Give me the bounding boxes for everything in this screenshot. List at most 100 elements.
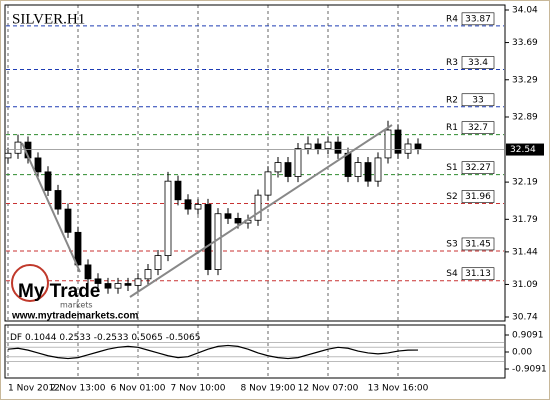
y-tick-label: 33.29	[512, 75, 538, 85]
level-name: S1	[446, 163, 457, 173]
candle-body	[294, 148, 302, 177]
y-tick-label: 32.89	[512, 112, 538, 122]
candle-body	[94, 278, 102, 284]
y-tick-label: 30.74	[512, 313, 538, 323]
level-name: R2	[446, 95, 458, 105]
level-name: R3	[446, 58, 458, 68]
x-tick-label: 6 Nov 01:00	[111, 384, 166, 394]
level-box	[461, 121, 495, 134]
logo-ring	[11, 264, 50, 302]
candle-body	[104, 283, 112, 289]
y-tick-label: 0.9091	[512, 331, 544, 341]
candle-body	[274, 162, 282, 173]
candle-body	[34, 157, 42, 173]
candle-body	[404, 143, 412, 154]
candle-body	[394, 129, 402, 154]
level-value: 33.4	[468, 58, 488, 68]
url: www.mytrademarkets.com	[11, 311, 138, 322]
level-value: 31.96	[465, 192, 491, 202]
level-box	[461, 190, 495, 203]
watermark: My Trade markets www.mytrademarkets.com	[11, 264, 138, 322]
y-tick-label: -0.9091	[512, 365, 547, 375]
level-value: 33	[472, 95, 483, 105]
candle-body	[84, 264, 92, 280]
layer	[4, 5, 509, 378]
x-tick-label: 1 Nov 2012	[8, 384, 60, 394]
candle-body	[414, 143, 422, 150]
y-tick-label: 32.19	[512, 178, 538, 188]
candle-body	[224, 213, 232, 219]
level-value: 31.13	[465, 269, 491, 279]
level-name: S4	[446, 269, 458, 279]
level-box	[461, 56, 495, 69]
candle-body	[354, 162, 362, 177]
level-name: S2	[446, 192, 457, 202]
candle-body	[144, 269, 152, 280]
y-tick-label: 31.79	[512, 215, 538, 225]
level-value: 33.87	[465, 14, 491, 24]
y-tick-label: 0.00	[512, 348, 532, 358]
trendline	[21, 142, 81, 273]
level-box	[461, 12, 495, 26]
x-tick-label: 13 Nov 16:00	[368, 384, 429, 394]
x-tick-label: 12 Nov 07:00	[298, 384, 359, 394]
candle-body	[74, 231, 82, 266]
indicator-name: DF	[10, 333, 22, 343]
brand: My Trade	[18, 281, 100, 302]
candle-body	[64, 208, 72, 233]
candle-body	[14, 141, 22, 154]
candle-body	[194, 204, 202, 210]
candle-body	[154, 255, 162, 270]
level-value: 32.27	[465, 163, 491, 173]
candle-body	[44, 171, 52, 191]
candle-body	[4, 152, 12, 159]
band-value: 0.5065	[131, 333, 163, 343]
level-box	[461, 93, 495, 107]
candle-body	[234, 217, 242, 224]
level-box	[461, 267, 495, 281]
candle-body	[174, 180, 182, 201]
x-tick-label: 2 Nov 13:00	[51, 384, 106, 394]
level-name: R4	[446, 14, 458, 24]
indicator-line	[7, 344, 419, 360]
chart-title: SILVER.H1	[12, 11, 85, 27]
candle-body	[114, 283, 122, 289]
price-panel	[4, 4, 506, 322]
current-price: 32.54	[510, 145, 536, 155]
y-tick-label: 31.09	[512, 280, 538, 290]
trendline	[129, 124, 393, 298]
candle-body	[54, 190, 62, 210]
indicator-header: DF 0.1044 0.2533 -0.2533 0.5065 -0.5065	[10, 333, 200, 343]
level-box	[461, 161, 495, 174]
current-price-box	[506, 143, 544, 156]
candle-body	[344, 152, 352, 177]
candle-body	[134, 278, 142, 286]
candle-body	[324, 141, 332, 150]
candle-body	[254, 194, 262, 221]
band-value: 0.2533	[59, 333, 91, 343]
candle-body	[264, 171, 272, 196]
x-tick-label: 8 Nov 19:00	[241, 384, 296, 394]
candle-body	[124, 283, 132, 286]
candle-body	[334, 141, 342, 154]
x-tick-label: 7 Nov 10:00	[171, 384, 226, 394]
band-value: -0.2533	[94, 333, 129, 343]
y-tick-label: 31.44	[512, 247, 538, 257]
level-value: 32.7	[468, 123, 488, 133]
candle-body	[314, 143, 322, 150]
y-tick-label: 33.69	[512, 38, 538, 48]
indicator-value: 0.1044	[25, 333, 57, 343]
level-value: 31.45	[465, 239, 491, 249]
candle-body	[184, 199, 192, 210]
candle-body	[164, 180, 172, 256]
level-box	[461, 237, 495, 251]
level-name: S3	[446, 239, 457, 249]
candle-body	[374, 157, 382, 182]
candle-body	[204, 204, 212, 270]
candle-body	[304, 143, 312, 150]
level-name: R1	[446, 123, 458, 133]
brand-sub: markets	[60, 301, 93, 310]
band-value: -0.5065	[166, 333, 201, 343]
candle-body	[284, 162, 292, 177]
